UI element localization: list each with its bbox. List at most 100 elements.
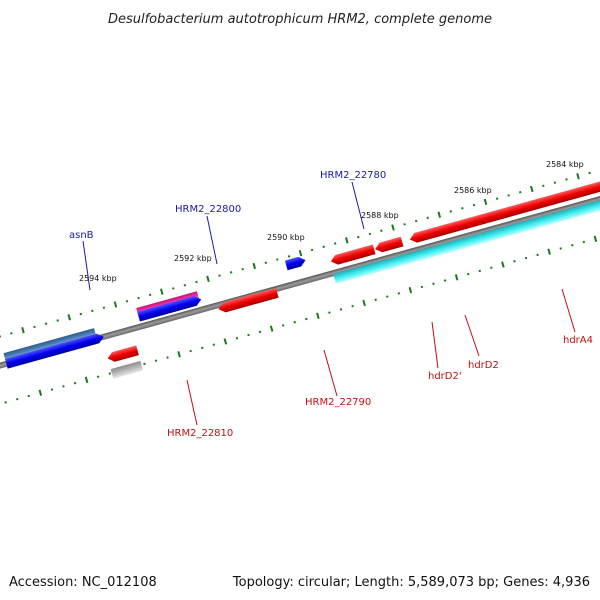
scale-tick-reverse: [235, 337, 239, 340]
scale-tick-reverse: [247, 333, 250, 337]
scale-tick-forward: [287, 255, 291, 258]
scale-tick-forward: [10, 332, 13, 335]
scale-tick-reverse: [339, 308, 343, 311]
gene-HRM2_22790-arrow: [218, 287, 279, 313]
gene-label-hdrD2prime[interactable]: hdrD2': [428, 371, 462, 382]
scale-tick-reverse: [466, 272, 470, 276]
scale-tick-forward: [380, 229, 383, 232]
gene-HRM2_22810-arrow: [107, 345, 139, 362]
scale-tick-reverse: [408, 286, 413, 294]
kbp-label-2592: 2592 kbp: [174, 254, 212, 263]
leader-HRM2_22800: [206, 215, 218, 265]
scale-tick-forward: [276, 258, 279, 261]
gene-label-HRM2_22800[interactable]: HRM2_22800: [175, 204, 241, 215]
scale-tick-forward: [426, 216, 429, 220]
scale-tick-forward: [461, 207, 464, 210]
gene-label-asnB[interactable]: asnB: [69, 230, 94, 241]
gene-hdr-cyan-bar: [333, 193, 600, 284]
scale-tick-forward: [357, 235, 360, 239]
scale-tick-reverse: [362, 299, 366, 307]
scale-tick-forward: [148, 293, 152, 297]
scale-tick-forward: [159, 288, 164, 295]
scale-tick-reverse: [559, 247, 562, 250]
scale-tick-forward: [472, 203, 476, 207]
scale-tick-forward: [137, 296, 140, 300]
scale-tick-reverse: [454, 274, 459, 281]
scale-tick-forward: [530, 185, 534, 193]
scale-tick-forward: [183, 284, 187, 287]
scale-tick-forward: [368, 232, 372, 236]
map-title: Desulfobacterium autotrophicum HRM2, com…: [108, 12, 492, 27]
gene-hdrD2-arrow: [375, 236, 404, 253]
kbp-label-2588: 2588 kbp: [361, 211, 399, 220]
scale-tick-reverse: [108, 372, 111, 375]
scale-tick-forward: [44, 322, 48, 325]
scale-tick-forward: [344, 237, 349, 244]
scale-tick-reverse: [351, 304, 354, 308]
gene-hdrD2prime-arrow: [330, 244, 376, 265]
scale-tick-reverse: [593, 235, 598, 242]
scale-tick-reverse: [166, 356, 169, 359]
scale-tick-reverse: [420, 285, 424, 289]
scale-tick-reverse: [397, 292, 401, 295]
kbp-label-2590: 2590 kbp: [267, 233, 305, 242]
scale-tick-reverse: [281, 324, 285, 327]
scale-tick-forward: [21, 326, 25, 334]
scale-tick-reverse: [316, 312, 320, 319]
gene-label-HRM2_22780[interactable]: HRM2_22780: [320, 170, 386, 181]
scale-tick-forward: [113, 301, 118, 308]
scale-tick-reverse: [513, 260, 516, 263]
gene-HRM2_22780-arrow: [284, 256, 306, 271]
scale-tick-forward: [542, 184, 545, 188]
scale-tick-reverse: [386, 295, 389, 298]
scale-tick-reverse: [62, 385, 65, 388]
scale-tick-forward: [102, 306, 106, 309]
scale-tick-reverse: [201, 346, 204, 350]
reverse-genes: [107, 193, 600, 379]
leader-asnB: [82, 240, 91, 291]
scale-tick-reverse: [177, 351, 181, 358]
scale-tick-forward: [333, 242, 337, 245]
scale-tick-forward: [206, 275, 210, 282]
scale-tick-reverse: [212, 343, 216, 346]
scale-tick-reverse: [15, 397, 19, 401]
scale-tick-forward: [414, 219, 418, 223]
scale-tick-reverse: [524, 256, 528, 260]
gene-HRM2_22810-bar: [110, 360, 144, 379]
leader-hdrD2prime: [431, 321, 439, 369]
scale-tick-reverse: [96, 375, 100, 378]
gene-label-hdrD2[interactable]: hdrD2: [468, 360, 499, 371]
kbp-label-2584: 2584 kbp: [546, 160, 584, 169]
forward-genes: [3, 176, 600, 369]
scale-tick-forward: [298, 250, 303, 257]
scale-tick-forward: [79, 312, 83, 316]
kbp-label-2594: 2594 kbp: [79, 274, 117, 283]
gene-label-HRM2_22810[interactable]: HRM2_22810: [167, 428, 233, 439]
scale-tick-forward: [391, 224, 395, 231]
gene-HRM2_22800-arrow: [137, 296, 202, 322]
scale-tick-reverse: [501, 261, 505, 268]
scale-tick-reverse: [258, 330, 262, 334]
scale-tick-reverse: [547, 248, 551, 255]
scale-tick-forward: [218, 274, 221, 277]
scale-tick-forward: [553, 181, 557, 184]
scale-tick-forward: [0, 335, 2, 338]
scale-tick-reverse: [536, 253, 539, 257]
scale-tick-reverse: [73, 381, 77, 385]
leader-HRM2_22810: [186, 379, 198, 426]
scale-tick-forward: [565, 178, 568, 181]
leader-hdrD2: [464, 314, 480, 357]
gene-label-hdrA4[interactable]: hdrA4: [563, 335, 593, 346]
gene-hdrA4-arrow: [409, 176, 600, 243]
scale-tick-forward: [56, 319, 59, 322]
scale-ticks-forward: [0, 168, 600, 338]
scale-tick-forward: [322, 245, 325, 248]
scale-tick-forward: [507, 194, 510, 197]
genome-backbone: [0, 147, 600, 421]
scale-tick-reverse: [443, 279, 447, 282]
gene-label-HRM2_22790[interactable]: HRM2_22790: [305, 397, 371, 408]
scale-tick-forward: [495, 197, 499, 200]
gene-asnB-arrow: [5, 333, 104, 369]
scale-tick-forward: [310, 248, 314, 252]
scale-tick-forward: [125, 300, 129, 303]
